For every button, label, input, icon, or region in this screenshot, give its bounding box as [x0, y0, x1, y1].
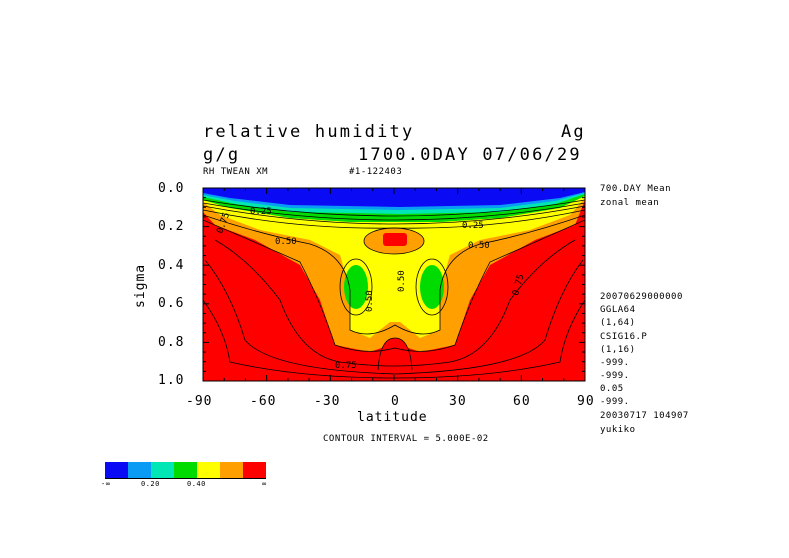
- field-cap-red: [383, 233, 407, 246]
- contour-label: 0.75: [335, 361, 357, 371]
- contour-label: 0.25: [250, 207, 272, 217]
- contour-label: 0.50: [365, 290, 375, 312]
- contour-label: 0.25: [462, 221, 484, 231]
- contour-label: 0.50: [468, 241, 490, 251]
- contour-label: 0.50: [275, 237, 297, 247]
- contour-label: 0.50: [397, 270, 407, 292]
